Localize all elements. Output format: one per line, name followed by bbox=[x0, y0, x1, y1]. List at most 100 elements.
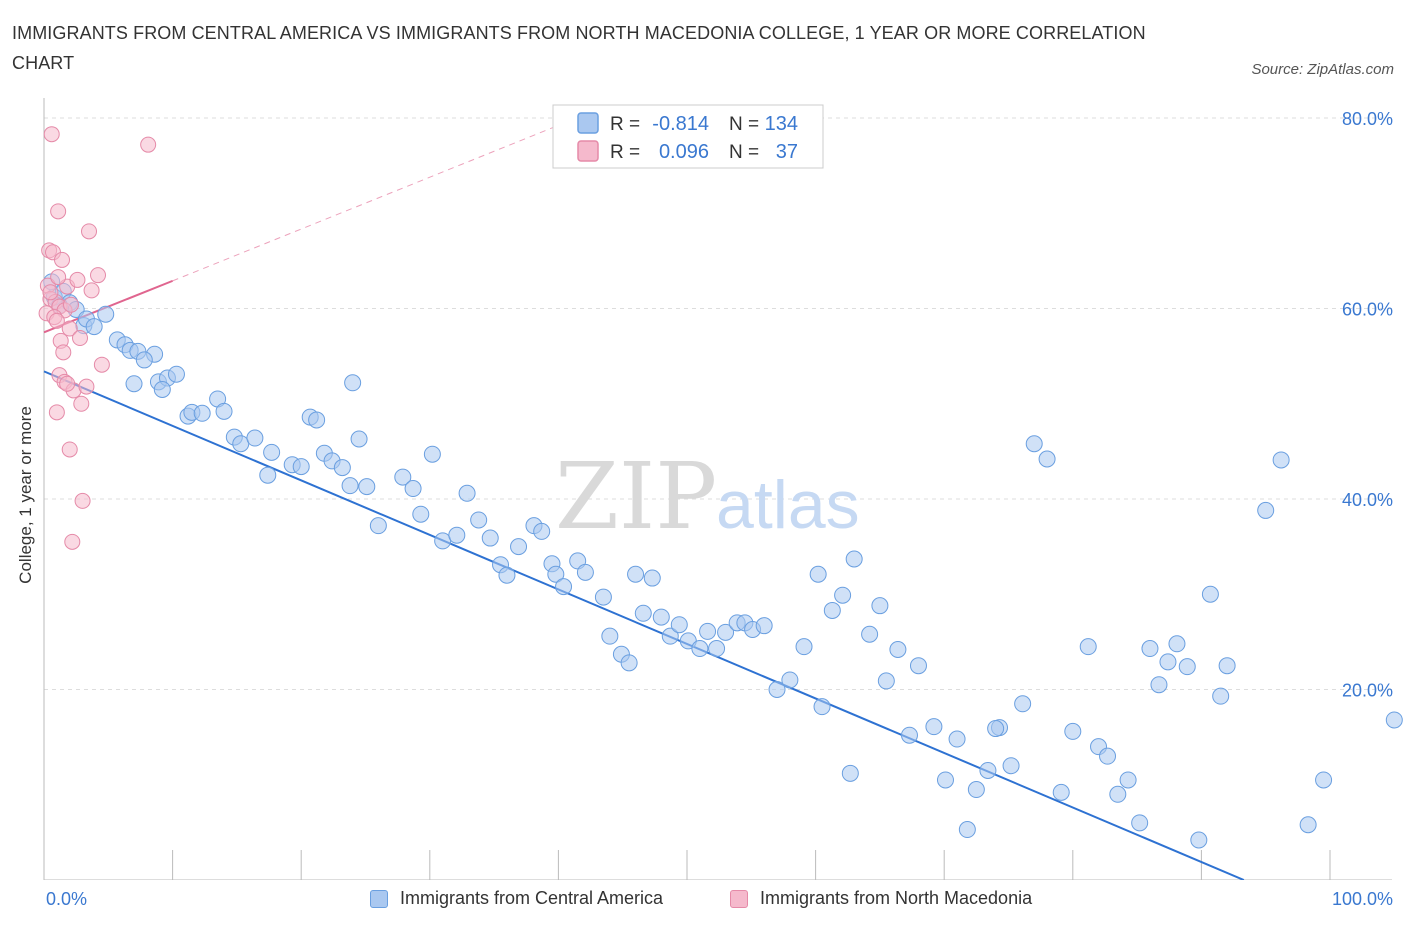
point-central-america bbox=[708, 640, 726, 658]
point-central-america bbox=[344, 374, 362, 392]
grid-layer bbox=[44, 117, 1392, 690]
point-north-macedonia bbox=[48, 404, 65, 421]
point-central-america bbox=[481, 529, 499, 547]
watermark: ZIP atlas bbox=[555, 443, 860, 550]
point-north-macedonia bbox=[55, 344, 72, 361]
point-central-america bbox=[845, 550, 863, 568]
point-central-america bbox=[448, 526, 466, 544]
point-central-america bbox=[1212, 687, 1230, 705]
point-central-america bbox=[936, 771, 954, 789]
legend-r-value: 0.096 bbox=[659, 141, 709, 163]
point-north-macedonia bbox=[90, 267, 107, 284]
point-north-macedonia bbox=[140, 136, 157, 153]
point-central-america bbox=[1190, 831, 1208, 849]
point-central-america bbox=[958, 821, 976, 839]
point-central-america bbox=[813, 698, 831, 716]
legend-n-value: 134 bbox=[765, 113, 798, 135]
point-central-america bbox=[768, 681, 786, 698]
point-north-macedonia bbox=[72, 330, 89, 347]
point-central-america bbox=[823, 601, 841, 619]
point-central-america bbox=[498, 566, 516, 584]
point-central-america bbox=[1150, 676, 1168, 694]
point-central-america bbox=[576, 563, 594, 581]
point-central-america bbox=[1218, 657, 1236, 675]
point-north-macedonia bbox=[81, 223, 98, 240]
point-central-america bbox=[925, 718, 943, 736]
point-central-america bbox=[358, 478, 376, 496]
point-central-america bbox=[967, 781, 985, 799]
point-central-america bbox=[292, 458, 310, 476]
legend-swatch bbox=[577, 140, 599, 162]
point-central-america bbox=[412, 505, 430, 523]
point-central-america bbox=[691, 640, 709, 658]
point-central-america bbox=[193, 404, 211, 422]
y-tick-label: 40.0% bbox=[1342, 490, 1393, 510]
point-central-america bbox=[601, 627, 619, 645]
point-central-america bbox=[909, 657, 927, 675]
point-north-macedonia bbox=[93, 356, 110, 373]
point-central-america bbox=[1119, 771, 1137, 789]
point-central-america bbox=[781, 671, 799, 689]
legend-r-label: R = bbox=[610, 114, 640, 135]
point-central-america bbox=[1109, 785, 1127, 803]
point-central-america bbox=[834, 586, 852, 604]
point-central-america bbox=[643, 569, 661, 587]
point-north-macedonia bbox=[48, 312, 65, 329]
point-north-macedonia bbox=[64, 533, 81, 550]
point-central-america bbox=[900, 726, 918, 744]
point-central-america bbox=[423, 445, 441, 463]
scatter-chart: ZIP atlas R = -0.814 N = 134 R = 0.096 N = 37 2… bbox=[38, 98, 1403, 880]
point-central-america bbox=[458, 484, 476, 502]
point-central-america bbox=[1025, 435, 1043, 453]
point-central-america bbox=[434, 532, 452, 550]
point-central-america bbox=[627, 565, 645, 583]
legend-n-label: N = bbox=[729, 114, 759, 135]
point-central-america bbox=[987, 720, 1005, 738]
point-central-america bbox=[1064, 722, 1082, 740]
point-central-america bbox=[1201, 585, 1219, 603]
point-central-america bbox=[555, 578, 573, 596]
point-central-america bbox=[394, 468, 412, 486]
y-tick-label: 20.0% bbox=[1342, 681, 1393, 701]
point-north-macedonia bbox=[83, 282, 100, 299]
point-north-macedonia bbox=[59, 375, 76, 392]
point-central-america bbox=[620, 654, 638, 672]
chart-title: IMMIGRANTS FROM CENTRAL AMERICA VS IMMIG… bbox=[12, 23, 1146, 73]
legend-n-label: N = bbox=[729, 142, 759, 163]
point-central-america bbox=[699, 622, 717, 640]
point-central-america bbox=[1052, 783, 1070, 801]
point-central-america bbox=[1385, 711, 1403, 729]
point-north-macedonia bbox=[63, 296, 80, 313]
point-north-macedonia bbox=[69, 271, 86, 288]
point-central-america bbox=[841, 764, 859, 782]
point-central-america bbox=[652, 608, 670, 626]
legend-box: R = -0.814 N = 134 R = 0.096 N = 37 bbox=[552, 104, 824, 169]
point-central-america bbox=[97, 305, 115, 323]
point-central-america bbox=[755, 617, 773, 635]
legend-label-north-macedonia: Immigrants from North Macedonia bbox=[760, 888, 1033, 908]
point-central-america bbox=[369, 517, 387, 535]
point-central-america bbox=[510, 538, 528, 556]
legend-item-central-america[interactable]: Immigrants from Central America bbox=[370, 888, 663, 909]
y-tick-label: 80.0% bbox=[1342, 109, 1393, 129]
legend-label-central-america: Immigrants from Central America bbox=[400, 888, 664, 908]
point-central-america bbox=[1099, 747, 1117, 765]
point-north-macedonia bbox=[50, 269, 67, 286]
point-central-america bbox=[795, 638, 813, 656]
x-tick-label-max: 100.0% bbox=[1331, 889, 1393, 909]
trend-line-central-america bbox=[43, 370, 1245, 880]
point-central-america bbox=[871, 597, 889, 615]
legend-n-value: 37 bbox=[776, 141, 798, 163]
point-central-america bbox=[1272, 451, 1290, 469]
point-north-macedonia bbox=[54, 251, 71, 268]
legend-item-north-macedonia[interactable]: Immigrants from North Macedonia bbox=[730, 888, 1032, 909]
point-central-america bbox=[979, 761, 997, 779]
point-central-america bbox=[861, 625, 879, 643]
legend-r-value: -0.814 bbox=[652, 113, 709, 135]
point-central-america bbox=[232, 435, 250, 453]
legend-swatch bbox=[577, 112, 599, 134]
bottom-legend: Immigrants from Central America Immigran… bbox=[0, 888, 1406, 918]
legend-r-label: R = bbox=[610, 142, 640, 163]
point-central-america bbox=[1141, 640, 1159, 658]
point-north-macedonia bbox=[61, 320, 78, 337]
